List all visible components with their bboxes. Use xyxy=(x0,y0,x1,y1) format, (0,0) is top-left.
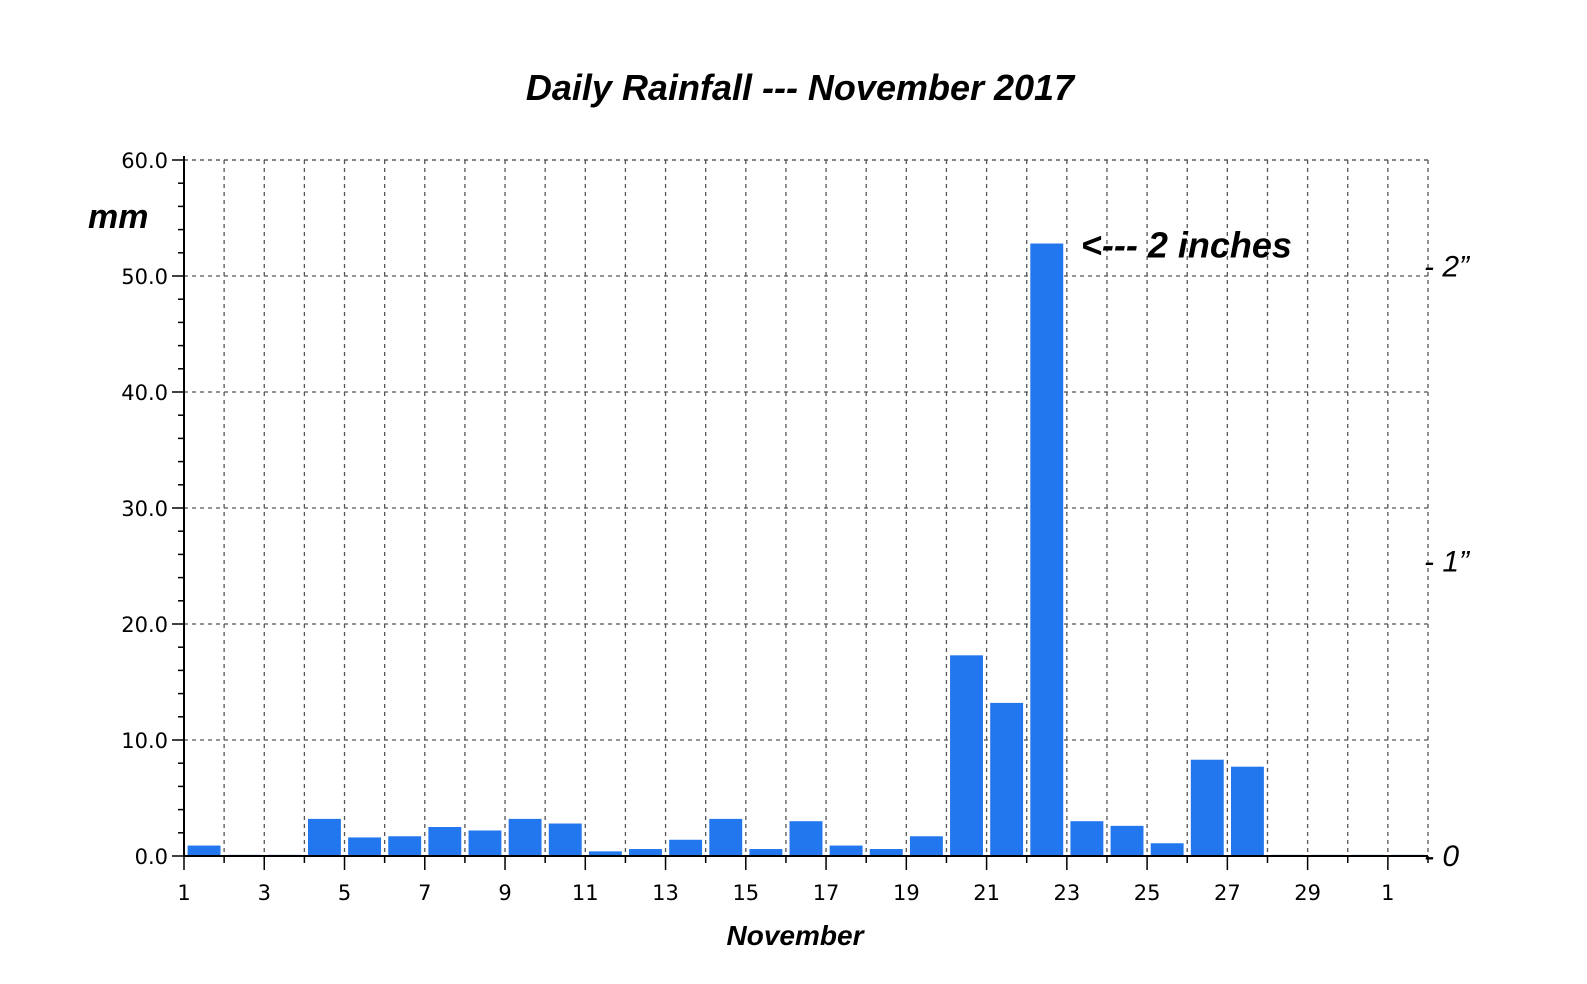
bar-nov-24 xyxy=(1110,825,1144,856)
y-tick-label: 10.0 xyxy=(121,729,168,753)
x-tick-label: 13 xyxy=(652,881,679,905)
bar-nov-13 xyxy=(669,839,703,856)
y-tick-label: 60.0 xyxy=(121,149,168,173)
x-tick-labels: 1 3 5 7 9 11 13 15 17 19 21 23 25 27 29 1 xyxy=(177,881,1394,905)
bar-nov-25 xyxy=(1150,843,1184,856)
bar-nov-9 xyxy=(508,818,542,856)
x-tick-label: 1 xyxy=(1381,881,1394,905)
bar-nov-6 xyxy=(388,836,422,856)
right-axis-label: - 2” xyxy=(1424,251,1471,284)
x-tick-label: 19 xyxy=(893,881,920,905)
x-tick-label: 25 xyxy=(1134,881,1161,905)
y-tick-label: 0.0 xyxy=(135,845,168,869)
bars xyxy=(187,243,1425,857)
bar-nov-20 xyxy=(950,655,983,856)
x-tick-label: 11 xyxy=(572,881,599,905)
bar-nov-10 xyxy=(548,823,582,856)
x-tick-label: 21 xyxy=(973,881,1000,905)
bar-nov-16 xyxy=(789,821,823,856)
x-tick-label: 15 xyxy=(732,881,759,905)
y-tick-labels: 0.0 10.0 20.0 30.0 40.0 50.0 60.0 xyxy=(121,149,168,869)
bar-nov-22 xyxy=(1030,243,1064,856)
bar-nov-17 xyxy=(829,845,863,856)
y-tick-label: 50.0 xyxy=(121,265,168,289)
grid-lines xyxy=(184,159,1429,856)
axes xyxy=(172,156,1429,870)
x-tick-label: 23 xyxy=(1053,881,1080,905)
annotation-2-inches: <--- 2 inches xyxy=(1081,225,1292,266)
bar-nov-11 xyxy=(588,851,622,856)
y-tick-label: 20.0 xyxy=(121,613,168,637)
x-tick-label: 3 xyxy=(258,881,271,905)
right-axis-labels: - 0 - 1” - 2” xyxy=(1424,251,1471,873)
right-axis-label: - 1” xyxy=(1424,545,1471,578)
x-axis-label: November xyxy=(727,920,866,951)
bar-nov-14 xyxy=(709,818,743,856)
bar-nov-19 xyxy=(909,836,943,856)
x-tick-label: 5 xyxy=(338,881,351,905)
bar-nov-18 xyxy=(869,849,903,856)
x-tick-label: 9 xyxy=(498,881,511,905)
bar-nov-1 xyxy=(187,845,221,856)
x-tick-label: 27 xyxy=(1214,881,1241,905)
chart-title: Daily Rainfall --- November 2017 xyxy=(526,67,1076,108)
bar-nov-8 xyxy=(468,830,502,856)
bar-nov-12 xyxy=(629,849,662,856)
right-axis-label: - 0 xyxy=(1424,840,1459,873)
x-tick-label: 29 xyxy=(1294,881,1321,905)
bar-nov-15 xyxy=(749,849,783,856)
y-tick-label: 40.0 xyxy=(121,381,168,405)
bar-nov-21 xyxy=(990,702,1024,856)
bar-nov-5 xyxy=(348,837,382,856)
bar-nov-27 xyxy=(1230,766,1264,856)
bar-nov-23 xyxy=(1070,821,1104,856)
y-tick-label: 30.0 xyxy=(121,497,168,521)
y-axis-label: mm xyxy=(88,198,148,236)
x-tick-label: 17 xyxy=(813,881,840,905)
x-tick-label: 1 xyxy=(177,881,190,905)
x-tick-label: 7 xyxy=(418,881,431,905)
bar-nov-26 xyxy=(1190,759,1224,856)
bar-nov-4 xyxy=(307,818,341,856)
bar-nov-7 xyxy=(428,827,462,856)
